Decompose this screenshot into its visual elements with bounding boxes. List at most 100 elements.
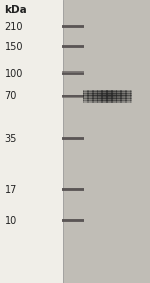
Bar (104, 100, 105, 101)
Bar (84, 99, 85, 100)
Bar (62, 221, 84, 222)
Bar (122, 98, 123, 99)
Bar (126, 89, 127, 91)
Bar (90, 95, 91, 96)
Bar (110, 98, 111, 99)
Bar (116, 94, 117, 95)
Bar (83, 100, 84, 101)
Bar (103, 91, 104, 92)
Bar (118, 100, 119, 101)
Bar (84, 89, 85, 91)
Bar (119, 91, 120, 92)
Bar (126, 99, 127, 100)
Bar (87, 101, 88, 102)
Bar (97, 97, 98, 98)
Bar (95, 98, 96, 99)
Bar (100, 101, 101, 102)
Bar (100, 99, 101, 100)
Bar (124, 93, 125, 94)
Bar (107, 91, 108, 92)
Bar (90, 98, 91, 99)
Bar (82, 91, 84, 92)
Bar (106, 89, 108, 91)
Bar (86, 100, 87, 101)
Bar (125, 98, 126, 99)
Text: kDa: kDa (4, 5, 27, 15)
Bar (116, 93, 117, 94)
Bar (120, 101, 122, 102)
Bar (62, 26, 84, 27)
Bar (115, 100, 116, 101)
Bar (109, 99, 110, 100)
Bar (125, 91, 126, 92)
Bar (62, 139, 84, 140)
Bar (129, 100, 130, 101)
Bar (95, 95, 96, 96)
Bar (112, 98, 113, 99)
Bar (128, 101, 129, 102)
Bar (104, 93, 105, 94)
Bar (126, 93, 127, 94)
Bar (88, 98, 89, 99)
Bar (103, 94, 104, 95)
Bar (123, 93, 124, 94)
Bar (88, 99, 89, 100)
Bar (122, 98, 123, 99)
Bar (94, 92, 95, 93)
Bar (97, 97, 98, 98)
Bar (99, 96, 100, 97)
Bar (117, 96, 118, 97)
Bar (114, 91, 115, 92)
Bar (119, 100, 120, 101)
Bar (62, 73, 84, 74)
Bar (117, 94, 118, 95)
Bar (108, 98, 109, 99)
Bar (121, 100, 122, 101)
Bar (127, 95, 128, 96)
Bar (92, 97, 94, 98)
Bar (121, 98, 122, 99)
Bar (102, 98, 103, 99)
Bar (128, 92, 129, 93)
Bar (115, 99, 116, 100)
Bar (128, 95, 129, 96)
Bar (111, 100, 112, 101)
Bar (97, 93, 98, 94)
Bar (109, 91, 110, 92)
Bar (125, 100, 127, 101)
Bar (82, 91, 84, 92)
Bar (97, 98, 98, 99)
Bar (96, 95, 97, 96)
Bar (109, 93, 110, 94)
Bar (114, 100, 115, 101)
Bar (128, 100, 129, 101)
Bar (85, 91, 86, 92)
Bar (126, 93, 127, 94)
Bar (97, 100, 98, 101)
Bar (107, 92, 108, 93)
Bar (128, 98, 129, 99)
Bar (95, 93, 96, 94)
Bar (84, 90, 85, 91)
Bar (128, 100, 129, 101)
Bar (99, 98, 100, 99)
Bar (98, 91, 99, 92)
Bar (97, 101, 98, 102)
Bar (88, 100, 89, 101)
Bar (111, 97, 112, 98)
Bar (96, 95, 97, 96)
Bar (90, 91, 91, 92)
Bar (108, 94, 109, 95)
Bar (106, 99, 108, 100)
Bar (121, 90, 122, 91)
Bar (106, 92, 108, 93)
Bar (104, 90, 105, 91)
Bar (130, 98, 131, 99)
Bar (102, 97, 103, 98)
Bar (62, 189, 84, 190)
Bar (92, 91, 93, 92)
Bar (86, 93, 87, 94)
Bar (116, 101, 117, 102)
Bar (123, 94, 124, 95)
Bar (118, 93, 119, 94)
